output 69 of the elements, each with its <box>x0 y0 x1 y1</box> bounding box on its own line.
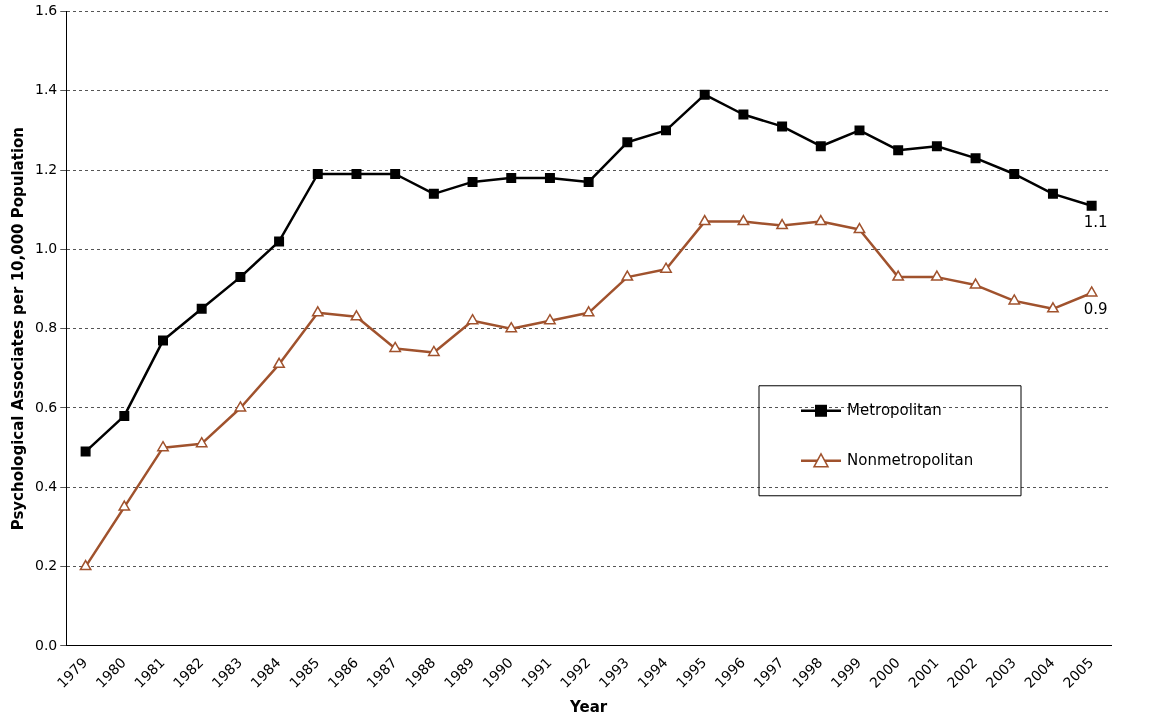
point <box>505 321 518 333</box>
point <box>622 137 633 148</box>
y-tick-label: 0.2 <box>35 557 58 574</box>
point <box>79 559 92 571</box>
point <box>119 410 130 421</box>
point <box>893 145 904 156</box>
point <box>273 357 286 369</box>
annotation: 1.1 <box>1083 212 1108 231</box>
y-tick-label: 1.2 <box>35 160 58 177</box>
annotation: 0.9 <box>1083 299 1108 318</box>
point <box>777 121 788 132</box>
point <box>234 401 247 412</box>
point <box>1047 302 1059 313</box>
point <box>195 436 208 448</box>
y-tick-label: 1.0 <box>35 239 58 256</box>
point <box>467 176 478 187</box>
point <box>390 169 401 179</box>
point <box>583 176 594 187</box>
point <box>311 306 324 317</box>
point <box>854 125 865 136</box>
point <box>776 218 789 230</box>
point <box>466 313 479 325</box>
point <box>970 153 981 164</box>
x-axis-title: Year <box>569 697 608 716</box>
point <box>699 89 710 100</box>
point <box>506 172 517 183</box>
y-axis-title: Psychological Associates per 10,000 Population <box>8 126 27 531</box>
point <box>660 262 672 273</box>
point <box>118 500 131 511</box>
point <box>389 341 402 353</box>
point <box>621 270 634 281</box>
point <box>582 306 595 317</box>
point <box>814 214 827 226</box>
point <box>157 440 169 452</box>
point <box>1008 294 1021 305</box>
point <box>427 345 440 357</box>
point <box>1047 188 1058 199</box>
point <box>196 303 207 314</box>
point <box>892 270 905 281</box>
point <box>351 169 362 179</box>
point <box>1085 286 1098 297</box>
point <box>815 141 826 152</box>
point <box>274 236 285 247</box>
point <box>853 222 866 234</box>
point <box>543 313 556 325</box>
legend-label: Nonmetropolitan <box>847 450 974 469</box>
y-tick-label: 0.4 <box>35 477 58 494</box>
legend-label: Metropolitan <box>847 400 942 419</box>
point <box>428 188 439 199</box>
point <box>235 272 246 283</box>
point <box>1086 200 1097 211</box>
point <box>350 310 363 321</box>
point <box>737 214 750 226</box>
point <box>930 270 943 281</box>
y-tick-label: 1.6 <box>35 2 58 19</box>
point <box>661 125 672 136</box>
y-tick-label: 0.6 <box>35 398 58 415</box>
point <box>738 109 749 120</box>
point <box>969 278 982 289</box>
point <box>698 214 711 226</box>
y-tick-label: 0.8 <box>35 319 58 336</box>
y-tick-label: 1.4 <box>35 81 58 98</box>
y-tick-label: 0.0 <box>35 636 58 653</box>
point <box>544 172 555 183</box>
point <box>931 141 942 152</box>
point <box>1009 169 1020 179</box>
point <box>80 446 91 457</box>
point <box>158 335 168 346</box>
point <box>312 169 323 179</box>
